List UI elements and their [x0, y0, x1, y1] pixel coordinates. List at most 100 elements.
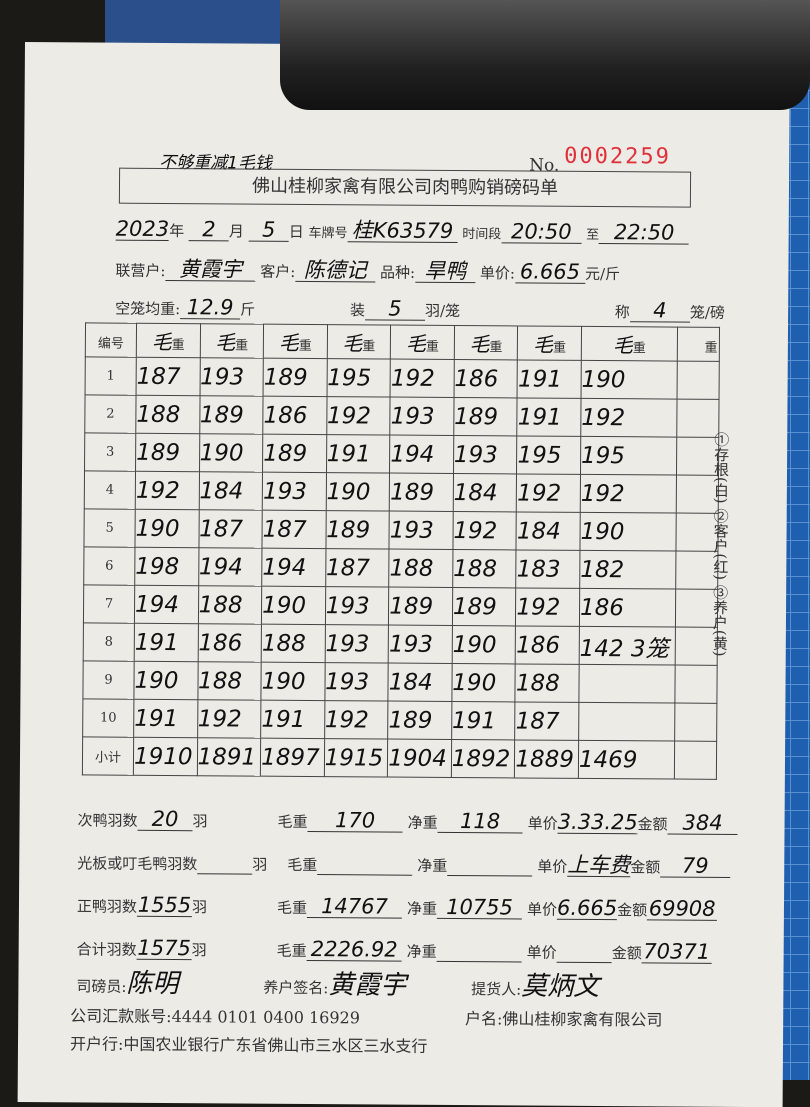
weight-cell — [674, 665, 718, 704]
weight-cell: 189 — [135, 433, 200, 472]
weight-cell: 186 — [262, 396, 327, 435]
weight-cell — [578, 702, 675, 742]
price-label: 单价: — [479, 264, 516, 283]
account-name: 佛山桂柳家禽有限公司 — [502, 1009, 663, 1030]
weight-cell: 190 — [261, 586, 326, 625]
weight-cell: 191 — [517, 359, 582, 399]
weight-cell: 193 — [388, 625, 453, 664]
weight-cell: 187 — [515, 701, 579, 741]
bank-name: 中国农业银行广东省佛山市三水区三水支行 — [123, 1034, 428, 1056]
net-label: 净重 — [407, 813, 438, 832]
weight-cell: 192 — [324, 700, 389, 740]
summary-row: 合计羽数 1575 羽 毛重 2226.92 净重 单价 金额 70371 — [77, 916, 737, 964]
subtotal-cell: 1904 — [387, 739, 452, 778]
farmer-signature: 黄霞宇 — [328, 970, 407, 1001]
amount: 79 — [660, 854, 731, 878]
weight-cell: 189 — [389, 473, 454, 512]
amount-label: 金额 — [611, 944, 642, 963]
weight-cell: 186 — [579, 588, 676, 628]
account-row: 公司汇款账号:4444 0101 0400 16929 户名:佛山桂柳家禽有限公… — [70, 1002, 662, 1030]
amount: 69908 — [647, 896, 718, 921]
table-row: 4 192 184 193 190 189 184 192 192 — [84, 470, 719, 514]
weight-cell: 192 — [516, 473, 581, 513]
price-label: 单价 — [537, 857, 568, 876]
weight-cell: 142 3笼 — [579, 626, 676, 666]
label: 光板或叮毛鸭羽数 — [77, 854, 198, 874]
weight-cell: 189 — [325, 510, 390, 550]
weight-cell: 191 — [517, 397, 581, 437]
label: 正鸭羽数 — [76, 897, 138, 916]
unit: 羽 — [252, 855, 268, 874]
weight-cell — [578, 664, 676, 704]
time-to: 22:50 — [599, 220, 690, 245]
weight-cell — [674, 703, 717, 742]
weight-cell: 190 — [451, 625, 516, 664]
net-label: 净重 — [406, 899, 438, 918]
table-row: 3 189 190 189 191 194 193 195 195 — [84, 432, 719, 476]
month: 2 — [188, 217, 230, 242]
weight-cell: 192 — [326, 396, 391, 436]
weight-cell: 191 — [326, 434, 391, 474]
weight-cell: 187 — [325, 548, 390, 588]
weight-cell: 188 — [261, 624, 326, 663]
weight-cell: 189 — [388, 587, 453, 626]
table-row: 6 198 194 194 187 188 188 183 182 — [83, 546, 718, 590]
price: 6.665 — [556, 895, 618, 921]
account-number: 4444 0101 0400 16929 — [171, 1007, 360, 1028]
weight-cell: 190 — [451, 663, 516, 702]
to-label: 至 — [586, 227, 600, 244]
table-row: 1 187 193 189 195 192 186 191 190 — [85, 356, 720, 400]
weigh-unit: 笼/磅 — [689, 303, 725, 322]
clipboard-clip — [280, 0, 810, 110]
weight-cell: 186 — [197, 623, 262, 663]
weight-cell: 191 — [260, 700, 325, 739]
weight-cell: 192 — [580, 474, 677, 514]
load: 5 — [364, 297, 426, 321]
form-title: 佛山桂柳家禽有限公司肉鸭购销磅码单 — [118, 167, 692, 208]
weight-cell: 193 — [262, 472, 327, 511]
weight-cell: 190 — [325, 472, 390, 512]
party-row: 联营户: 黄霞宇 客户: 陈德记 品种: 旱鸭 单价: 6.665 元/斤 — [115, 257, 620, 285]
amount-label: 金额 — [637, 815, 668, 834]
load-unit: 羽/笼 — [424, 301, 461, 321]
row-index: 8 — [83, 622, 135, 662]
subtotal-cell: 1910 — [133, 737, 198, 776]
picker-signature: 莫炳文 — [521, 971, 600, 1003]
weight-column-header: 毛重 — [199, 323, 264, 359]
weigher-signature: 陈明 — [126, 968, 179, 1000]
weight-cell: 193 — [390, 397, 454, 436]
weight-cell: 183 — [516, 549, 580, 589]
weight-cell: 193 — [199, 357, 264, 397]
weight-cell: 189 — [262, 434, 327, 473]
row-index: 3 — [84, 432, 136, 472]
weight-column-header: 毛重 — [454, 325, 518, 360]
count: 1555 — [136, 892, 193, 918]
weight-column-header: 毛重 — [390, 325, 455, 360]
subtotal-label: 小计 — [82, 736, 134, 776]
summary-row: 正鸭羽数 1555 羽 毛重 14767 净重 10755 单价 6.665 金额 69908 — [77, 873, 737, 921]
day-label: 日 — [288, 222, 304, 241]
weight-cell: 189 — [453, 397, 518, 436]
weight-cell: 186 — [515, 625, 580, 665]
weight-cell: 189 — [263, 358, 327, 397]
partner: 黄霞宇 — [165, 257, 256, 282]
month-label: 月 — [228, 222, 245, 241]
account-name-label: 户名: — [464, 1009, 503, 1029]
weight-cell: 188 — [198, 585, 262, 625]
price-label: 单价 — [527, 814, 558, 833]
index-header: 编号 — [85, 322, 137, 358]
row-index: 4 — [84, 470, 136, 510]
plate: 桂K63579 — [347, 218, 458, 244]
account-label: 公司汇款账号: — [70, 1006, 172, 1027]
unit: 羽 — [191, 941, 207, 960]
weight-cell: 198 — [134, 547, 199, 586]
weight-cell: 194 — [134, 585, 199, 624]
weight-cell: 192 — [197, 699, 262, 739]
subtotal-cell — [674, 741, 717, 780]
weight-cell: 195 — [326, 358, 391, 398]
subtotal-cell: 1891 — [196, 737, 261, 777]
net — [436, 960, 522, 963]
gross-label: 毛重 — [276, 898, 308, 917]
weight-column-header: 毛重 — [136, 323, 201, 358]
